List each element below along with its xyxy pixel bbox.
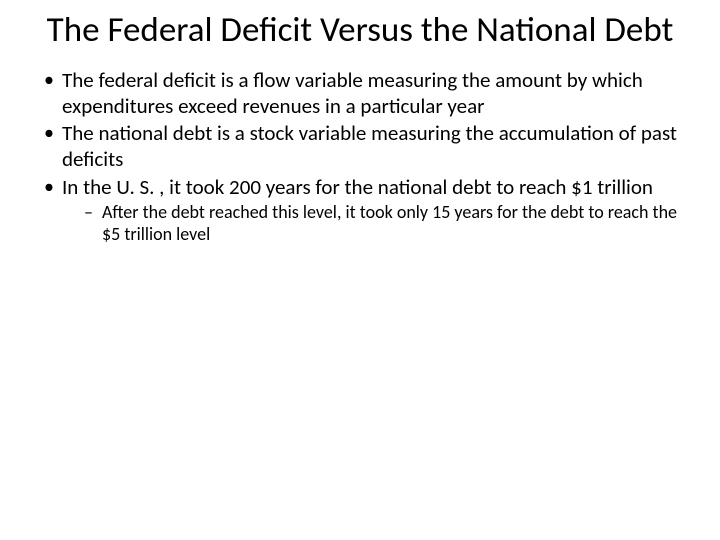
bullet-text: The federal deficit is a flow variable m…	[62, 67, 643, 119]
list-item: In the U. S. , it took 200 years for the…	[40, 175, 690, 247]
list-item: The national debt is a stock variable me…	[40, 121, 690, 172]
list-item: After the debt reached this level, it to…	[82, 202, 690, 246]
bullet-text: In the U. S. , it took 200 years for the…	[62, 174, 653, 200]
bullet-text: The national debt is a stock variable me…	[62, 120, 677, 172]
list-item: The federal deficit is a flow variable m…	[40, 68, 690, 119]
slide-title: The Federal Deficit Versus the National …	[30, 10, 690, 50]
bullet-text: After the debt reached this level, it to…	[102, 201, 677, 245]
sub-bullet-list: After the debt reached this level, it to…	[62, 202, 690, 246]
slide: The Federal Deficit Versus the National …	[0, 0, 720, 540]
bullet-list: The federal deficit is a flow variable m…	[30, 68, 690, 246]
